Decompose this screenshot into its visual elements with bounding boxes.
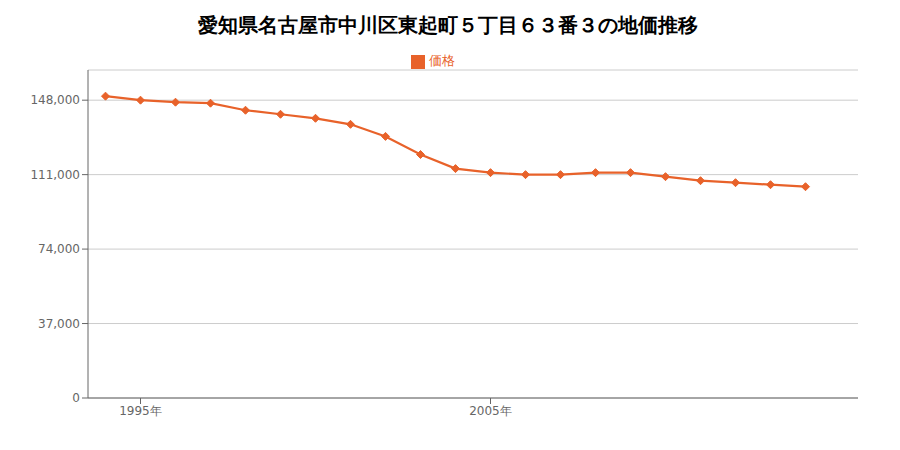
html-text:愛知県名古屋市中川区東起町５丁目６３番３の地価推移: 愛知県名古屋市中川区東起町５丁目６３番３の地価推移 (198, 13, 698, 37)
svg-text:37,000: 37,000 (38, 317, 80, 331)
html-text:価格: 価格 (429, 53, 455, 68)
svg-text:1995年: 1995年 (119, 404, 162, 418)
svg-text:0: 0 (72, 391, 80, 405)
svg-text:74,000: 74,000 (38, 242, 80, 256)
svg-text:148,000: 148,000 (30, 93, 80, 107)
svg-text:111,000: 111,000 (30, 168, 80, 182)
svg-text:2005年: 2005年 (469, 404, 512, 418)
